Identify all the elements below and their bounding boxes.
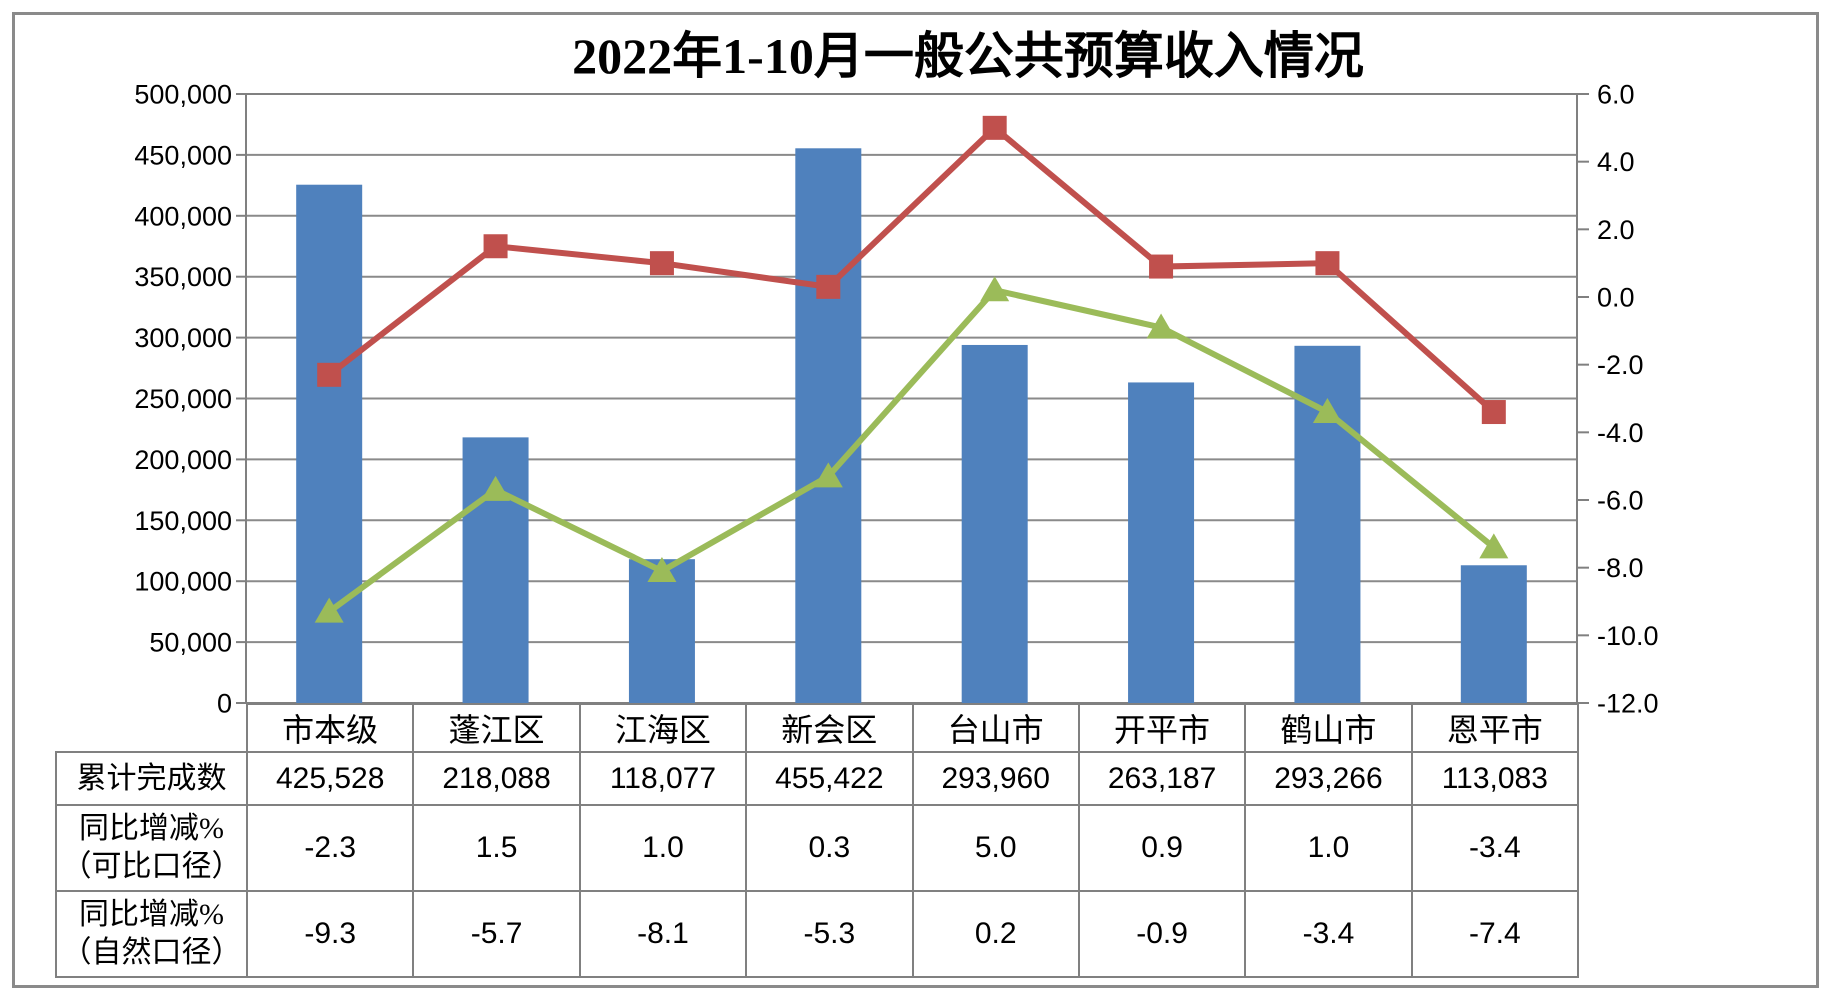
bar	[296, 184, 363, 703]
left-axis-label: 200,000	[134, 445, 232, 475]
right-axis-label: -2.0	[1597, 350, 1644, 380]
left-axis-label: 350,000	[134, 262, 232, 292]
table-cell: 0.9	[1077, 804, 1247, 892]
table-cell: -2.3	[245, 804, 415, 892]
triangle-marker	[647, 557, 677, 583]
row-header: 累计完成数	[55, 751, 248, 806]
category-label: 新会区	[745, 703, 914, 753]
row-header: 同比增减% （自然口径）	[55, 890, 248, 978]
left-axis-label: 250,000	[134, 384, 232, 414]
table-cell: 425,528	[245, 751, 415, 806]
table-cell: 113,083	[1410, 751, 1580, 806]
table-cell: 118,077	[578, 751, 748, 806]
bar	[795, 148, 862, 703]
square-marker	[649, 251, 674, 276]
table-cell: -3.4	[1410, 804, 1580, 892]
table-cell: -8.1	[578, 890, 748, 978]
triangle-marker	[980, 276, 1010, 302]
triangle-marker	[481, 475, 511, 501]
left-axis-label: 150,000	[134, 506, 232, 536]
left-axis-label: 0	[217, 688, 232, 718]
bar	[961, 344, 1028, 703]
left-axis-label: 450,000	[134, 140, 232, 170]
square-marker	[1149, 254, 1174, 279]
square-marker	[317, 362, 342, 387]
table-cell: -5.7	[412, 890, 581, 978]
right-axis-label: -8.0	[1597, 553, 1644, 583]
row-header: 同比增减% （可比口径）	[55, 804, 248, 892]
table-corner-blank	[56, 704, 247, 752]
table-cell: 0.3	[745, 804, 914, 892]
table-cell: 293,960	[911, 751, 1080, 806]
data-table: 市本级 蓬江区 江海区 新会区 台山市 开平市 鹤山市 恩平市累计完成数 425,528 218,…	[55, 703, 1580, 978]
triangle-marker	[1479, 533, 1509, 559]
right-axis-label: 2.0	[1597, 215, 1635, 245]
right-axis-label: -6.0	[1597, 485, 1644, 515]
square-marker	[982, 115, 1007, 140]
square-marker	[1481, 400, 1506, 425]
square-marker	[483, 234, 508, 259]
table-cell: 1.0	[1244, 804, 1413, 892]
right-axis-label: -12.0	[1597, 688, 1659, 718]
line-series	[327, 123, 1496, 415]
table-cell: 1.0	[578, 804, 748, 892]
table-cell: 455,422	[745, 751, 914, 806]
right-axis-label: 0.0	[1597, 282, 1635, 312]
table-cell: -9.3	[245, 890, 415, 978]
right-axis-label: -10.0	[1597, 621, 1659, 651]
right-axis-label: -4.0	[1597, 418, 1644, 448]
table-cell: -0.9	[1077, 890, 1247, 978]
square-marker	[1315, 251, 1340, 276]
category-label: 鹤山市	[1244, 703, 1413, 753]
left-axis-label: 300,000	[134, 323, 232, 353]
table-cell: 263,187	[1077, 751, 1247, 806]
table-cell: 293,266	[1244, 751, 1413, 806]
right-axis-label: 6.0	[1597, 79, 1635, 109]
table-cell: -5.3	[745, 890, 914, 978]
table-cell: -3.4	[1244, 890, 1413, 978]
table-cell: -7.4	[1410, 890, 1580, 978]
left-axis-label: 400,000	[134, 201, 232, 231]
bar	[1128, 382, 1195, 703]
category-label: 蓬江区	[412, 703, 581, 753]
category-label: 江海区	[578, 703, 748, 753]
table-cell: 218,088	[412, 751, 581, 806]
triangle-marker	[314, 597, 344, 623]
line-series	[327, 286, 1496, 615]
plot-border	[245, 93, 1578, 704]
table-cell: 5.0	[911, 804, 1080, 892]
triangle-marker	[813, 462, 843, 488]
table-cell: 1.5	[412, 804, 581, 892]
left-axis-label: 50,000	[149, 628, 232, 658]
category-label: 台山市	[911, 703, 1080, 753]
bar	[628, 559, 695, 703]
square-marker	[816, 274, 841, 299]
bar	[1460, 565, 1527, 703]
left-axis-label: 100,000	[134, 567, 232, 597]
category-label: 开平市	[1077, 703, 1247, 753]
category-label: 恩平市	[1410, 703, 1580, 753]
triangle-marker	[1146, 313, 1176, 339]
left-axis-label: 500,000	[134, 79, 232, 109]
chart-title: 2022年1-10月一般公共预算收入情况	[572, 28, 1364, 84]
category-label: 市本级	[245, 703, 415, 753]
triangle-marker	[1312, 398, 1342, 424]
right-axis-label: 4.0	[1597, 147, 1635, 177]
table-cell: 0.2	[911, 890, 1080, 978]
